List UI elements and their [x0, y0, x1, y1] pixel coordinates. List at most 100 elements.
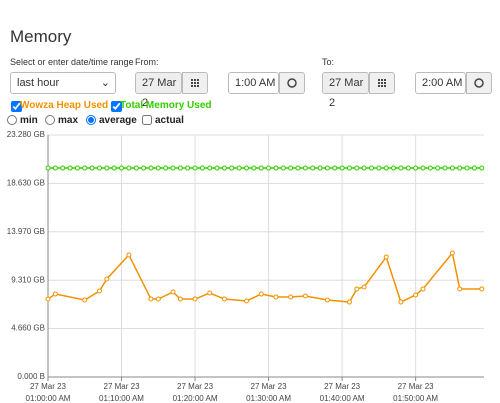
from-calendar[interactable]: [182, 72, 208, 94]
data-point: [96, 288, 102, 294]
option-input[interactable]: [142, 115, 152, 125]
data-point: [302, 165, 308, 171]
range-value: last hour: [17, 77, 60, 89]
data-point: [45, 165, 51, 171]
data-point: [457, 165, 463, 171]
data-point: [52, 165, 58, 171]
data-point: [383, 165, 389, 171]
data-point: [361, 284, 367, 290]
data-point: [346, 299, 352, 305]
data-point: [288, 165, 294, 171]
option-label: max: [58, 115, 79, 126]
option-input[interactable]: [7, 115, 17, 125]
to-date[interactable]: 27 Mar 2: [322, 72, 369, 109]
to-time[interactable]: 2:00 AM: [415, 72, 466, 94]
data-point: [126, 165, 132, 171]
data-point: [177, 296, 183, 302]
data-point: [273, 294, 279, 300]
series-checkbox[interactable]: [111, 101, 122, 112]
data-point: [361, 165, 367, 171]
to-label: To:: [322, 57, 335, 67]
data-point: [119, 165, 125, 171]
data-point: [280, 165, 286, 171]
series-checkbox[interactable]: [11, 101, 22, 112]
data-point: [96, 165, 102, 171]
to-clock[interactable]: [466, 72, 492, 94]
data-point: [449, 250, 455, 256]
data-point: [214, 165, 220, 171]
data-point: [177, 165, 183, 171]
x-tick-label: 27 Mar 23 01:50:00 AM: [393, 382, 439, 403]
data-point: [346, 165, 352, 171]
from-clock[interactable]: [279, 72, 305, 94]
data-point: [405, 165, 411, 171]
data-point: [207, 290, 213, 296]
data-point: [82, 165, 88, 171]
data-point: [148, 296, 154, 302]
data-point: [420, 165, 426, 171]
data-point: [221, 165, 227, 171]
from-time[interactable]: 1:00 AM: [228, 72, 279, 94]
x-tick-label: 27 Mar 23 01:00:00 AM: [25, 382, 71, 403]
data-point: [464, 165, 470, 171]
y-tick-label: 9.310 GB: [11, 275, 45, 284]
data-point: [244, 298, 250, 304]
range-label: Select or enter date/time range: [10, 57, 134, 67]
data-point: [354, 286, 360, 292]
data-point: [413, 292, 419, 298]
data-point: [155, 296, 161, 302]
data-point: [126, 252, 132, 258]
data-point: [192, 296, 198, 302]
data-point: [332, 165, 338, 171]
data-point: [398, 165, 404, 171]
y-tick-label: 0.000 B: [17, 372, 45, 381]
data-point: [251, 165, 257, 171]
y-tick-label: 18.630 GB: [7, 178, 45, 187]
data-point: [207, 165, 213, 171]
option-input[interactable]: [45, 115, 55, 125]
title: Memory: [10, 27, 72, 46]
data-point: [324, 165, 330, 171]
from-label: From:: [135, 57, 159, 67]
data-point: [457, 286, 463, 292]
data-point: [288, 294, 294, 300]
data-point: [104, 165, 110, 171]
data-point: [104, 276, 110, 282]
data-point: [244, 165, 250, 171]
data-point: [236, 165, 242, 171]
data-point: [471, 165, 477, 171]
data-point: [199, 165, 205, 171]
data-point: [141, 165, 147, 171]
data-point: [420, 286, 426, 292]
data-point: [310, 165, 316, 171]
data-point: [67, 165, 73, 171]
data-point: [376, 165, 382, 171]
data-point: [442, 165, 448, 171]
x-tick-label: 27 Mar 23 01:40:00 AM: [319, 382, 365, 403]
legend-label: Wowza Heap Used: [20, 100, 109, 111]
data-point: [74, 165, 80, 171]
from-date[interactable]: 27 Mar 2: [135, 72, 182, 109]
data-point: [369, 165, 375, 171]
to-calendar[interactable]: [369, 72, 395, 94]
data-point: [258, 291, 264, 297]
data-point: [266, 165, 272, 171]
x-tick-label: 27 Mar 23 01:10:00 AM: [99, 382, 144, 403]
option-input[interactable]: [86, 115, 96, 125]
data-point: [383, 254, 389, 260]
data-point: [221, 296, 227, 302]
data-point: [133, 165, 139, 171]
range-select[interactable]: last hour ⌄: [10, 72, 116, 94]
data-point: [52, 291, 58, 297]
data-point: [111, 165, 117, 171]
data-point: [479, 286, 485, 292]
data-point: [60, 165, 66, 171]
data-point: [413, 165, 419, 171]
data-point: [148, 165, 154, 171]
data-point: [435, 165, 441, 171]
data-point: [155, 165, 161, 171]
data-point: [185, 165, 191, 171]
y-tick-label: 13.970 GB: [7, 227, 45, 236]
